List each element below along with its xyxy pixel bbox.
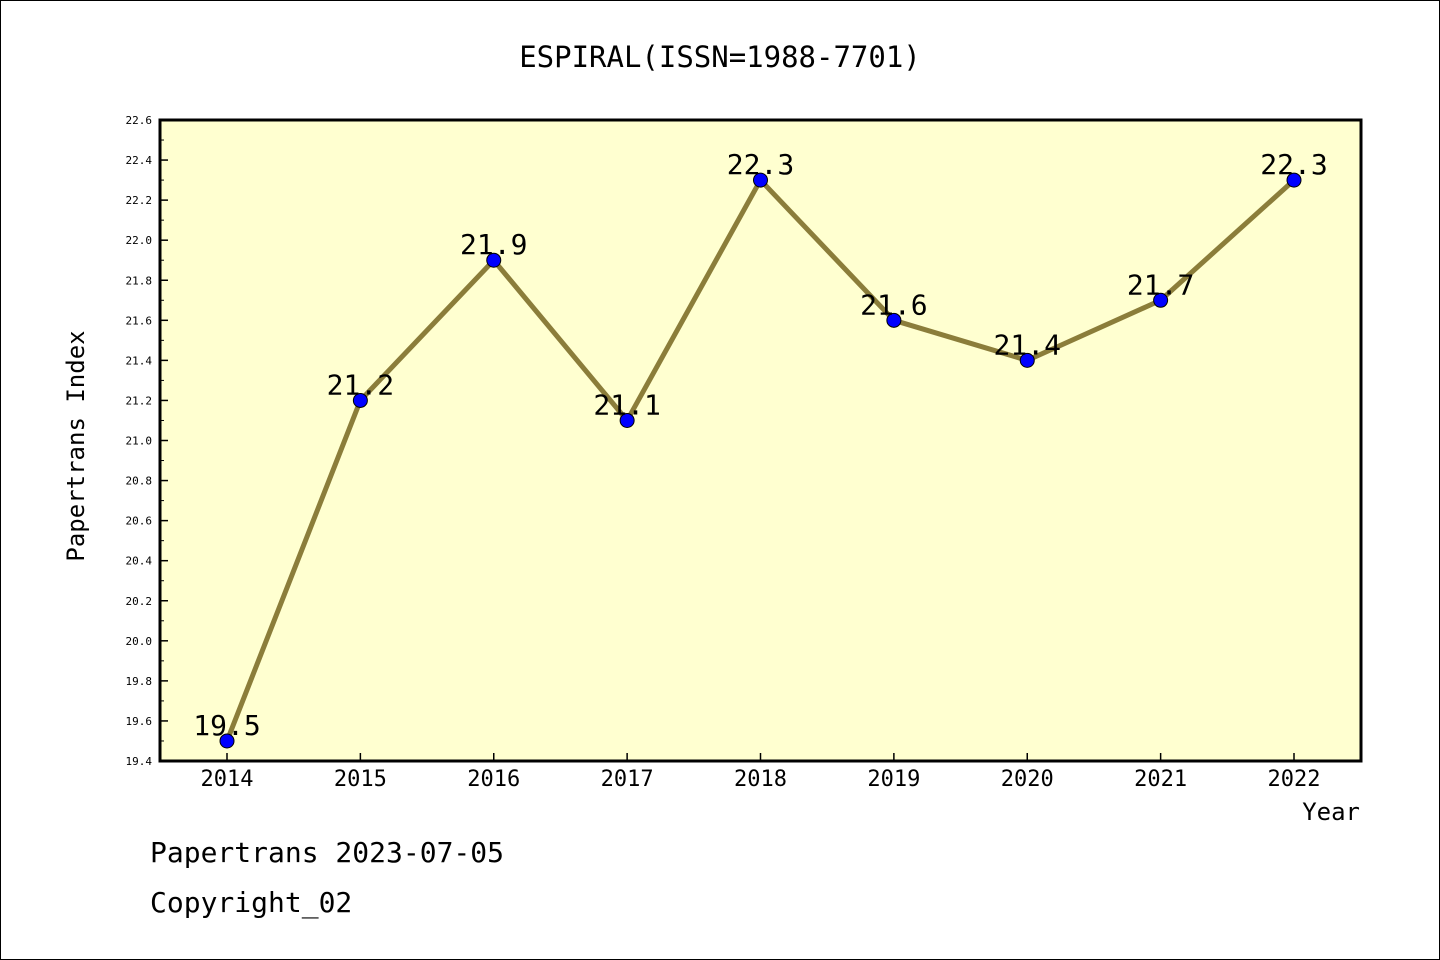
y-tick-label: 22.4 [126, 154, 153, 167]
y-tick-label: 19.8 [126, 675, 153, 688]
x-tick-label: 2019 [867, 767, 920, 792]
y-tick-label: 21.6 [126, 314, 153, 327]
x-axis: 2014 2015 2016 2017 2018 2019 2020 2021 2022 [201, 753, 1321, 792]
data-point [619, 412, 635, 428]
y-tick-label: 20.6 [126, 515, 153, 528]
data-point [1286, 172, 1302, 188]
y-tick-label: 22.2 [126, 194, 153, 207]
data-point [352, 392, 368, 408]
data-point [486, 252, 502, 268]
data-label: 21.4 [994, 328, 1061, 361]
x-tick-label: 2017 [601, 767, 654, 792]
data-label: 21.2 [327, 368, 394, 401]
x-tick-label: 2022 [1268, 767, 1321, 792]
chart-title: ESPIRAL(ISSN=1988-7701) [519, 40, 921, 74]
data-point [1019, 352, 1035, 368]
y-tick-label: 21.4 [126, 354, 153, 367]
data-markers [219, 172, 1302, 749]
y-tick-label: 20.4 [126, 555, 153, 568]
data-label: 22.3 [727, 148, 794, 181]
data-point [1153, 292, 1169, 308]
x-tick-label: 2016 [467, 767, 520, 792]
y-tick-label: 22.6 [126, 114, 153, 127]
footer-date: Papertrans 2023-07-05 [150, 836, 505, 869]
data-label: 21.9 [460, 228, 527, 261]
plot-area [160, 120, 1361, 761]
x-tick-label: 2014 [201, 767, 254, 792]
data-point [753, 172, 768, 188]
data-label: 22.3 [1260, 148, 1327, 181]
y-tick-label: 21.2 [126, 394, 153, 407]
x-tick-label: 2015 [334, 767, 387, 792]
data-point [219, 733, 235, 749]
x-tick-label: 2021 [1134, 767, 1187, 792]
y-tick-label: 21.0 [126, 435, 153, 448]
data-labels: 19.5 21.2 21.9 21.1 22.3 21.6 21.4 21.7 22.3 [193, 148, 1327, 742]
data-point [886, 312, 902, 328]
data-label: 21.1 [593, 388, 660, 421]
plot-border [158, 118, 1363, 763]
y-tick-label: 19.6 [126, 715, 153, 728]
x-tick-label: 2020 [1001, 767, 1054, 792]
footer-copyright: Copyright_02 [150, 886, 353, 919]
y-tick-label: 22.0 [126, 234, 153, 247]
data-label: 21.7 [1127, 268, 1194, 301]
x-axis-label: Year [1302, 798, 1360, 826]
y-tick-label: 19.4 [126, 755, 153, 768]
y-tick-label: 20.2 [126, 595, 153, 608]
y-tick-label: 20.8 [126, 475, 153, 488]
y-axis-label: Papertrans Index [62, 330, 90, 561]
data-label: 21.6 [860, 288, 927, 321]
x-tick-label: 2018 [734, 767, 787, 792]
y-tick-label: 21.8 [126, 274, 153, 287]
data-label: 19.5 [193, 709, 260, 742]
y-tick-label: 20.0 [126, 635, 153, 648]
